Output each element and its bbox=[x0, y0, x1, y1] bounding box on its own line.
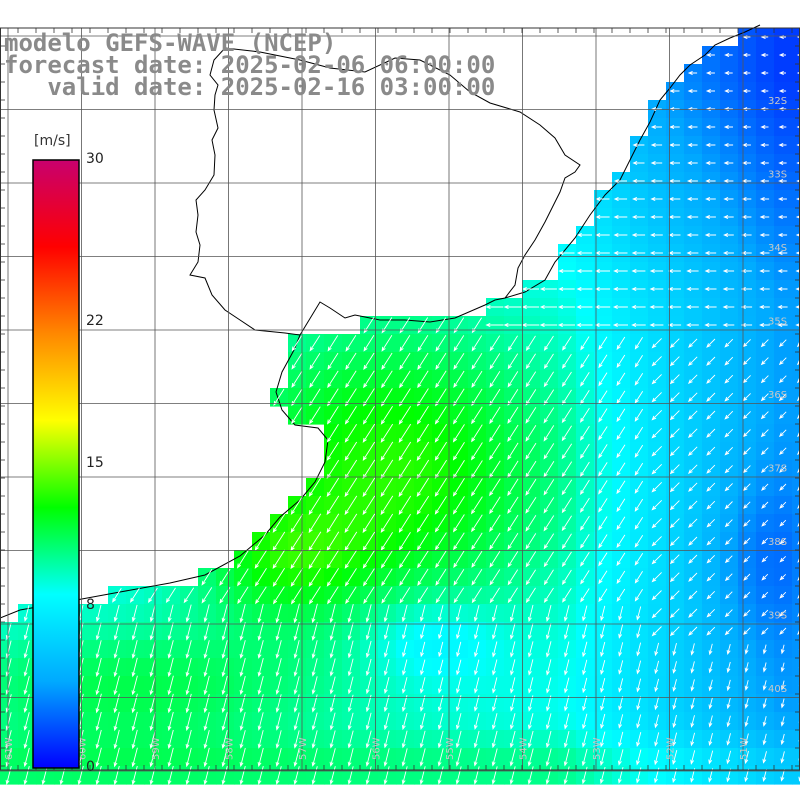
longitude-label: 54W bbox=[519, 737, 530, 760]
latitude-label: 34S bbox=[768, 243, 787, 254]
wind-speed-field bbox=[0, 28, 800, 785]
longitude-label: 59W bbox=[151, 737, 162, 760]
colorbar-tick-label: 0 bbox=[86, 759, 95, 775]
longitude-label: 51W bbox=[739, 737, 750, 760]
latitude-label: 36S bbox=[768, 390, 787, 401]
latitude-label: 32S bbox=[768, 96, 787, 107]
colorbar-unit: [m/s] bbox=[34, 133, 71, 149]
latitude-labels: 32S 33S 34S 35S 36S 37S 38S 39S 40S bbox=[768, 96, 787, 695]
colorbar-tick-label: 8 bbox=[86, 596, 95, 613]
latitude-label: 38S bbox=[768, 537, 787, 548]
longitude-label: 52W bbox=[666, 737, 677, 760]
longitude-label: 58W bbox=[225, 737, 236, 760]
longitude-label: 61W bbox=[4, 737, 15, 760]
colorbar-tick-label: 30 bbox=[86, 151, 104, 167]
latitude-label: 33S bbox=[768, 170, 787, 181]
latitude-label: 37S bbox=[768, 464, 787, 475]
title-model: modelo GEFS-WAVE (NCEP) bbox=[4, 29, 337, 57]
longitude-label: 55W bbox=[445, 737, 456, 760]
longitude-labels: 61W 60W 59W 58W 57W 56W 55W 54W 53W 52W 51W bbox=[4, 737, 750, 760]
title-forecast-date: forecast date: 2025-02-06 06:00:00 bbox=[4, 51, 496, 79]
longitude-label: 60W bbox=[78, 737, 89, 760]
title-valid-date: valid date: 2025-02-16 03:00:00 bbox=[4, 73, 496, 101]
colorbar-tick-label: 15 bbox=[86, 455, 104, 471]
latitude-label: 40S bbox=[768, 684, 787, 695]
colorbar-tick-label: 22 bbox=[86, 313, 104, 330]
longitude-label: 56W bbox=[372, 737, 383, 760]
colorbar bbox=[32, 159, 80, 769]
longitude-label: 53W bbox=[592, 737, 603, 760]
latitude-label: 39S bbox=[768, 611, 787, 622]
wind-vectors bbox=[5, 34, 800, 786]
latitude-label: 35S bbox=[768, 317, 787, 328]
longitude-label: 57W bbox=[298, 737, 309, 760]
colorbar-gradient bbox=[32, 159, 80, 769]
